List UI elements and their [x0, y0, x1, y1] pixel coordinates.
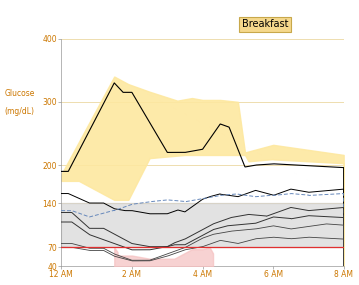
Text: Breakfast: Breakfast: [242, 19, 288, 29]
Text: Glucose: Glucose: [5, 89, 35, 98]
Bar: [61, 203, 344, 247]
Text: (mg/dL): (mg/dL): [5, 107, 35, 116]
